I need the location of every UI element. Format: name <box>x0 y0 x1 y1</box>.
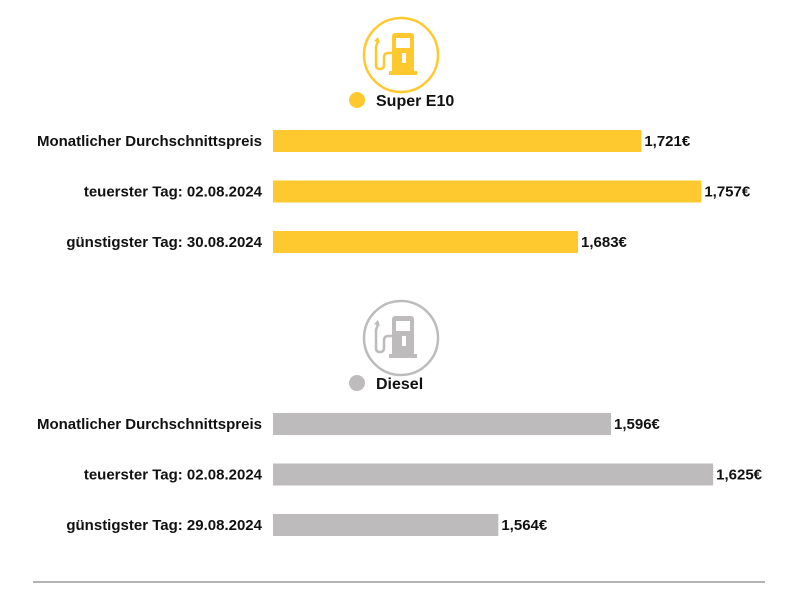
legend-label: Diesel <box>376 376 423 393</box>
category-label: Monatlicher Durchschnittspreis <box>37 133 262 150</box>
bar <box>273 514 499 536</box>
bar <box>273 180 702 203</box>
fuel-pump-icon <box>362 299 440 377</box>
category-label: günstigster Tag: 30.08.2024 <box>66 234 262 251</box>
value-label: 1,683€ <box>581 234 628 251</box>
bar <box>273 413 612 435</box>
value-label: 1,564€ <box>501 517 548 534</box>
value-label: 1,757€ <box>704 184 751 201</box>
legend-swatch <box>349 92 365 108</box>
category-label: teuerster Tag: 02.08.2024 <box>84 184 263 201</box>
legend-label: Super E10 <box>376 93 454 110</box>
value-label: 1,625€ <box>716 467 763 484</box>
category-label: teuerster Tag: 02.08.2024 <box>84 467 263 484</box>
group-super-e10: Super E10 Monatlicher Durchschnittspreis 1… <box>37 16 751 253</box>
category-label: Monatlicher Durchschnittspreis <box>37 416 262 433</box>
bar <box>273 231 578 253</box>
bar <box>273 463 714 486</box>
legend-swatch <box>349 375 365 391</box>
value-label: 1,596€ <box>614 416 661 433</box>
fuel-pump-icon <box>362 16 440 94</box>
bar <box>273 130 642 152</box>
category-label: günstigster Tag: 29.08.2024 <box>66 517 262 534</box>
group-diesel: Diesel Monatlicher Durchschnittspreis 1,59… <box>37 299 763 536</box>
value-label: 1,721€ <box>644 133 691 150</box>
